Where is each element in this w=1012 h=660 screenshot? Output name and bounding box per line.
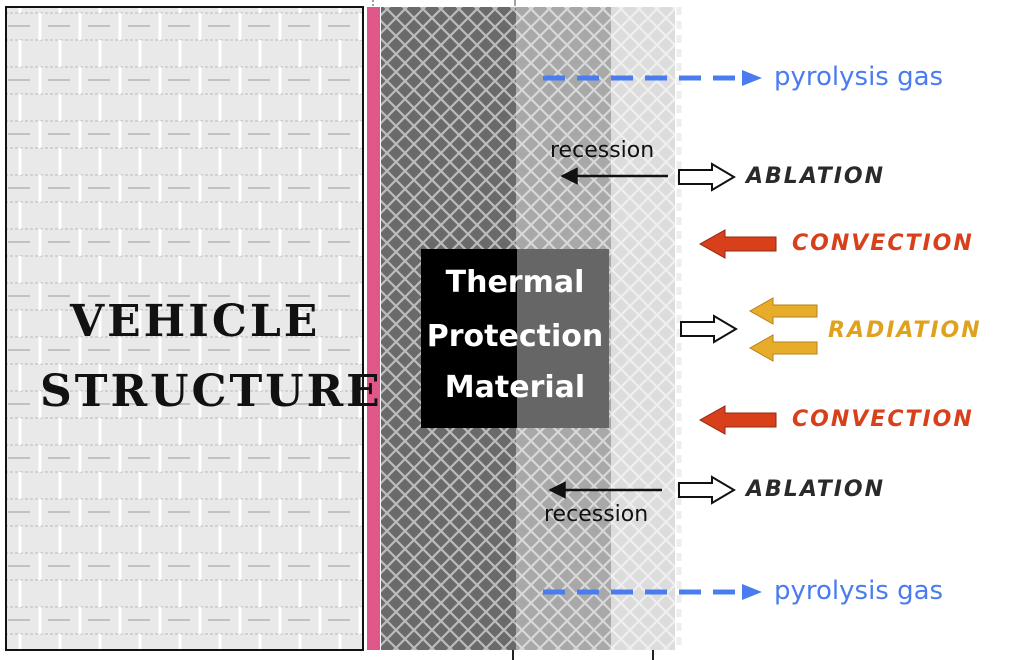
tpm-label-box-dark xyxy=(421,249,517,428)
convection-label-top: CONVECTION xyxy=(792,231,974,256)
ablation-arrow-bottom xyxy=(678,475,736,505)
pyrolysis-gas-label-bottom: pyrolysis gas xyxy=(774,576,944,606)
pyrolysis-gas-arrowhead-top xyxy=(742,70,762,86)
ablation-label-top: ABLATION xyxy=(746,164,886,189)
vehicle-structure-title-line1: VEHICLE xyxy=(70,296,321,347)
recession-label-bottom: recession xyxy=(544,502,649,527)
tpm-label-line2: Protection xyxy=(426,319,604,354)
radiation-label: RADIATION xyxy=(828,318,982,343)
vehicle-structure-border xyxy=(5,6,364,651)
pyrolysis-gas-label-top: pyrolysis gas xyxy=(774,62,944,92)
ablation-arrow-top xyxy=(678,162,736,192)
convection-arrow-top xyxy=(698,229,777,259)
pyrolysis-gas-arrowhead-bottom xyxy=(742,584,762,600)
tpm-label-line3: Material xyxy=(444,370,586,405)
convection-label-bottom: CONVECTION xyxy=(792,407,974,432)
recession-label-top: recession xyxy=(550,138,655,163)
ablation-arrow-middle xyxy=(680,314,738,344)
convection-arrow-bottom xyxy=(698,405,777,435)
radiation-arrow-upper xyxy=(748,297,818,325)
ablation-label-bottom: ABLATION xyxy=(746,477,886,502)
tpm-label-box-gray xyxy=(517,249,609,428)
vehicle-structure-brick-pattern xyxy=(6,7,363,650)
bondline-strip xyxy=(367,7,380,650)
vehicle-structure-title-line2: STRUCTURE xyxy=(40,366,383,417)
tpm-label-line1: Thermal xyxy=(445,265,585,300)
radiation-arrow-lower xyxy=(748,334,818,362)
